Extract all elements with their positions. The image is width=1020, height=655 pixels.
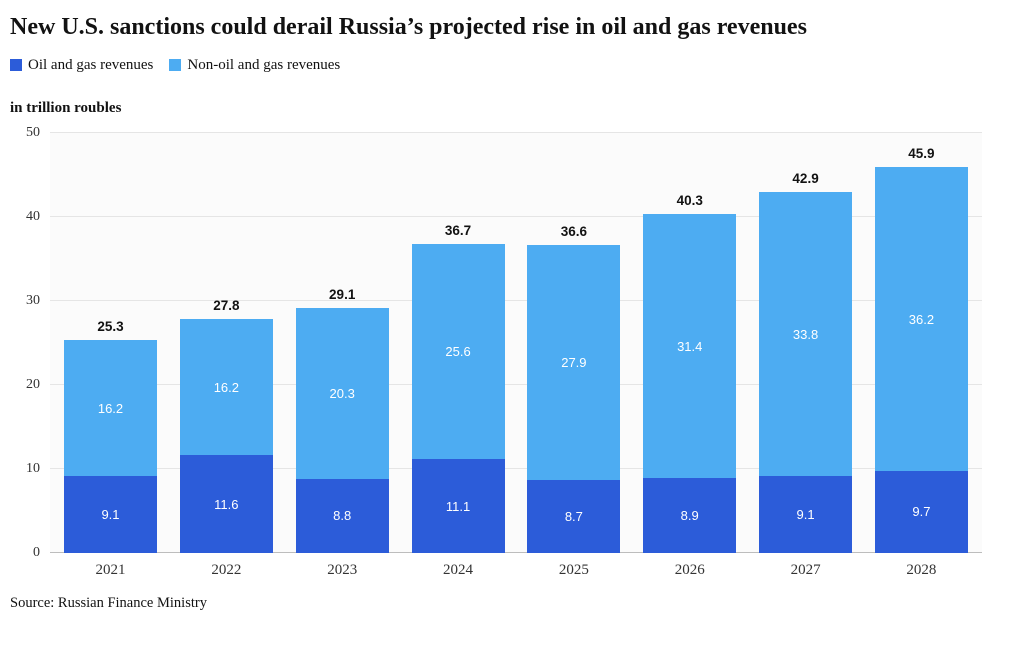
plot-area: 0 10 20 30 40 50 25.3 16.2 9.1 2021 27.8 16.2 11.6 20… [26,125,982,578]
bar-segment-value: 36.2 [908,311,935,327]
bar-segment-value: 27.9 [561,354,587,370]
y-axis-tick-label: 40 [26,208,40,224]
bar-segment-value: 16.2 [213,379,239,395]
y-axis-tick-label: 30 [26,292,40,308]
bars-container: 25.3 16.2 9.1 2021 27.8 16.2 11.6 2022 29.1 20.3 8… [50,133,982,578]
bar-segment-value: 16.2 [97,400,124,416]
bar-segment-value: 31.4 [677,338,703,354]
bar-segment-oil-gas: 8.8 [295,478,389,553]
legend-label-oil-gas: Oil and gas revenues [28,56,154,73]
gridline-50 [50,131,982,133]
x-axis-label-2027: 2027 [790,561,821,578]
gridline-10 [50,467,982,469]
chart-title: New U.S. sanctions could derail Russia’s… [10,14,807,40]
bar-total-label: 45.9 [908,146,935,162]
bar-segment-value: 11.6 [214,496,239,512]
bar-segment-oil-gas: 11.1 [411,459,505,553]
bar-group-2027: 42.9 33.8 9.1 2027 [759,171,853,578]
bar-segment-oil-gas: 8.7 [527,479,621,553]
x-axis-label-2022: 2022 [211,561,242,578]
bar-segment-non-oil-gas: 33.8 [759,192,853,477]
bar-segment-non-oil-gas: 16.2 [179,319,273,456]
bar-total-label: 42.9 [792,171,819,187]
bar-segment-value: 33.8 [792,326,819,342]
bar-total-label: 36.7 [444,223,472,239]
bar-group-2023: 29.1 20.3 8.8 2023 [295,287,389,578]
y-axis-tick-label: 20 [26,376,40,392]
bar-segment-value: 9.1 [796,507,815,522]
legend-item-non-oil-gas: Non-oil and gas revenues [169,57,340,74]
bar-segment-value: 20.3 [329,386,355,402]
bar-segment-oil-gas: 8.9 [643,477,737,553]
bar-segment-value: 25.6 [445,344,471,360]
bar-group-2024: 36.7 25.6 11.1 2024 [411,223,505,578]
x-axis-label-2025: 2025 [558,561,589,578]
bar-total-label: 27.8 [213,298,240,314]
x-axis-label-2024: 2024 [443,561,474,578]
bar-segment-non-oil-gas: 16.2 [64,340,157,477]
y-axis-tick-label: 0 [33,544,40,560]
bar-group-2028: 45.9 36.2 9.7 2028 [874,146,968,578]
y-axis-tick-label: 10 [26,460,40,476]
legend-swatch-oil-gas [10,59,22,72]
bar-group-2025: 36.6 27.9 8.7 2025 [527,224,621,578]
y-axis-tick-label: 50 [26,124,40,140]
units-label: in trillion roubles [10,99,122,116]
x-axis-label-2028: 2028 [906,561,937,578]
gridline-0 [50,551,982,553]
x-axis-label-2021: 2021 [95,561,126,578]
bar-segment-non-oil-gas: 31.4 [643,214,737,478]
bar-segment-non-oil-gas: 20.3 [295,308,389,479]
bar-segment-non-oil-gas: 27.9 [527,245,621,480]
bar-group-2022: 27.8 16.2 11.6 2022 [179,298,273,578]
bar-segment-value: 9.7 [912,504,931,520]
legend-swatch-non-oil-gas [169,59,182,72]
bar-segment-oil-gas: 9.7 [874,471,968,553]
bar-segment-oil-gas: 9.1 [759,476,853,553]
bar-segment-non-oil-gas: 25.6 [411,244,505,460]
legend-label-non-oil-gas: Non-oil and gas revenues [187,56,341,73]
bar-segment-value: 8.7 [564,508,583,524]
bar-segment-value: 9.1 [101,507,120,522]
bar-segment-value: 8.8 [333,508,352,524]
bar-segment-value: 8.9 [680,507,699,523]
bar-total-label: 40.3 [676,193,703,209]
bar-group-2021: 25.3 16.2 9.1 2021 [64,319,157,578]
bar-segment-oil-gas: 9.1 [64,476,157,553]
legend: Oil and gas revenues Non-oil and gas rev… [10,57,1002,74]
stacked-bar-chart: 0 10 20 30 40 50 25.3 16.2 9.1 2021 27.8 16.2 11.6 20… [26,125,982,578]
gridline-20 [50,383,982,385]
chart-page: New U.S. sanctions could derail Russia’s… [10,14,1002,611]
bar-group-2026: 40.3 31.4 8.9 2026 [643,193,737,578]
gridline-30 [50,299,982,301]
bar-segment-non-oil-gas: 36.2 [874,167,968,472]
bar-total-label: 29.1 [329,287,356,303]
x-axis-label-2023: 2023 [327,561,358,578]
bar-total-label: 36.6 [560,224,588,240]
legend-item-oil-gas: Oil and gas revenues [10,57,153,74]
gridline-40 [50,215,982,217]
x-axis-label-2026: 2026 [674,561,705,578]
bar-segment-oil-gas: 11.6 [179,455,273,553]
bar-segment-value: 11.1 [445,498,471,514]
source-note: Source: Russian Finance Ministry [10,594,207,611]
bar-total-label: 25.3 [97,319,124,335]
